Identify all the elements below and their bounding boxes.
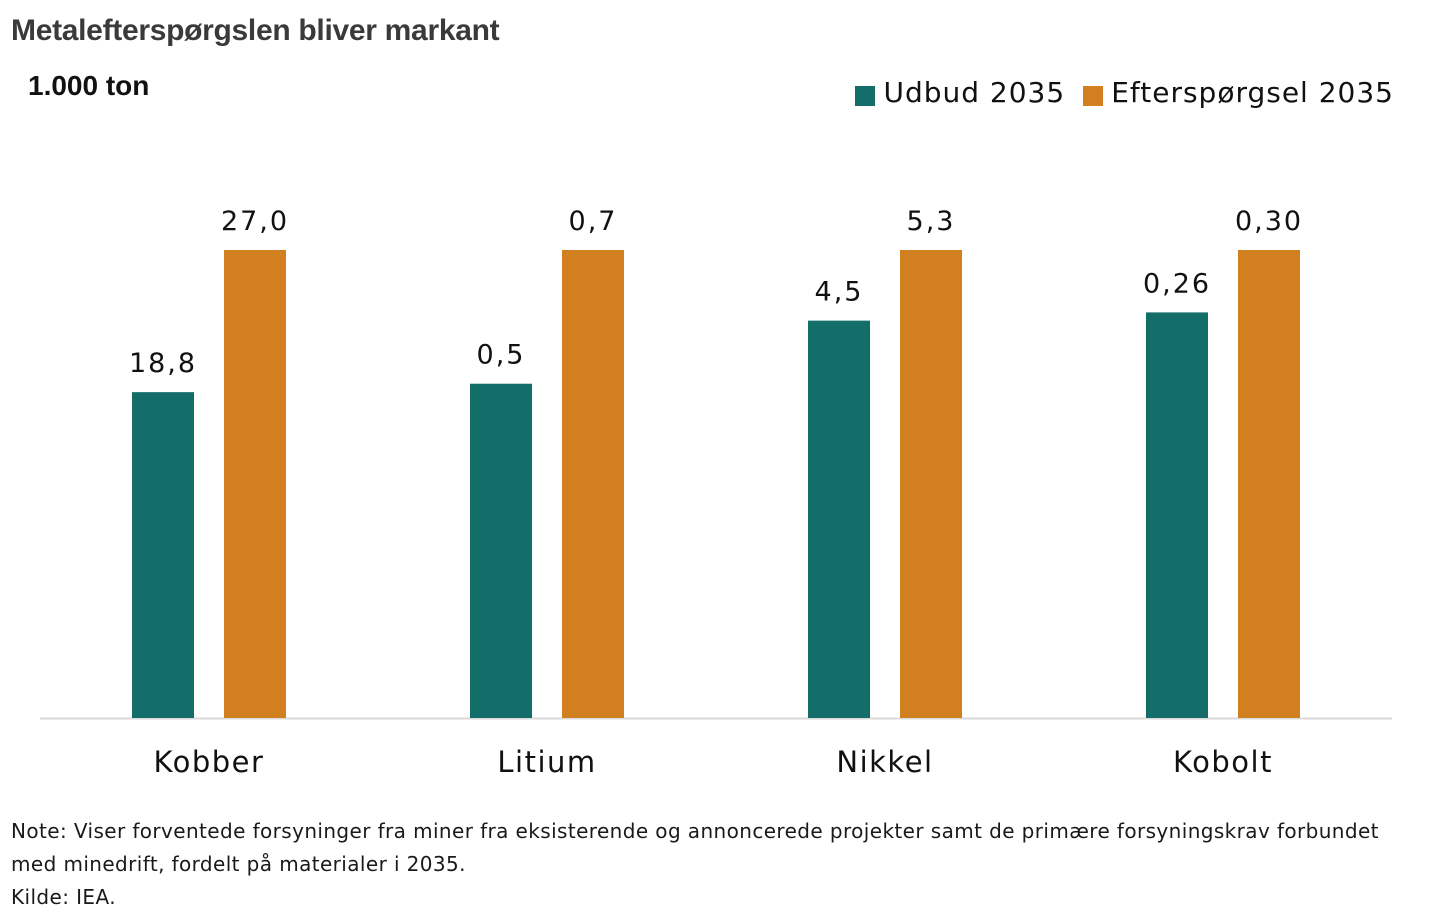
bar-chart: 18,8 27,0 Kobber 0,5 0,7 Litium 4,5 5,3 Nikkel 0,… — [40, 206, 1392, 779]
x-tick-label-nikkel: Nikkel — [836, 745, 933, 779]
data-label-supply-litium: 0,5 — [477, 340, 526, 371]
bar-supply-litium — [470, 383, 532, 718]
x-tick-label-kobber: Kobber — [154, 745, 265, 779]
bar-demand-litium — [562, 250, 624, 718]
legend-label-demand: Efterspørgsel 2035 — [1111, 76, 1394, 109]
chart-title: Metalefterspørgslen bliver markant — [11, 14, 500, 47]
bar-demand-kobolt — [1238, 250, 1300, 718]
legend-swatch-supply — [855, 85, 876, 106]
bar-supply-nikkel — [808, 320, 870, 718]
bar-supply-kobber — [132, 392, 194, 718]
x-tick-label-kobolt: Kobolt — [1173, 745, 1273, 779]
legend: Udbud 2035 Efterspørgsel 2035 — [855, 76, 1394, 109]
source-line: Kilde: IEA. — [11, 885, 116, 909]
data-label-supply-kobolt: 0,26 — [1143, 268, 1211, 299]
data-label-supply-kobber: 18,8 — [129, 348, 197, 379]
chart-note: Note: Viser forventede forsyninger fra m… — [11, 815, 1431, 914]
note-line: med minedrift, fordelt på materialer i 2… — [11, 852, 466, 876]
legend-label-supply: Udbud 2035 — [883, 76, 1066, 109]
bar-demand-kobber — [224, 250, 286, 718]
data-label-demand-litium: 0,7 — [569, 206, 618, 237]
legend-item-demand: Efterspørgsel 2035 — [1083, 76, 1394, 109]
bar-demand-nikkel — [900, 250, 962, 718]
data-label-demand-nikkel: 5,3 — [907, 206, 956, 237]
bar-supply-kobolt — [1146, 312, 1208, 718]
legend-swatch-demand — [1083, 85, 1104, 106]
x-tick-label-litium: Litium — [497, 745, 596, 779]
note-line: Note: Viser forventede forsyninger fra m… — [11, 819, 1379, 843]
unit-label: 1.000 ton — [28, 70, 150, 101]
data-label-demand-kobolt: 0,30 — [1235, 206, 1303, 237]
legend-item-supply: Udbud 2035 — [855, 76, 1065, 109]
data-label-demand-kobber: 27,0 — [221, 206, 289, 237]
data-label-supply-nikkel: 4,5 — [815, 277, 864, 308]
